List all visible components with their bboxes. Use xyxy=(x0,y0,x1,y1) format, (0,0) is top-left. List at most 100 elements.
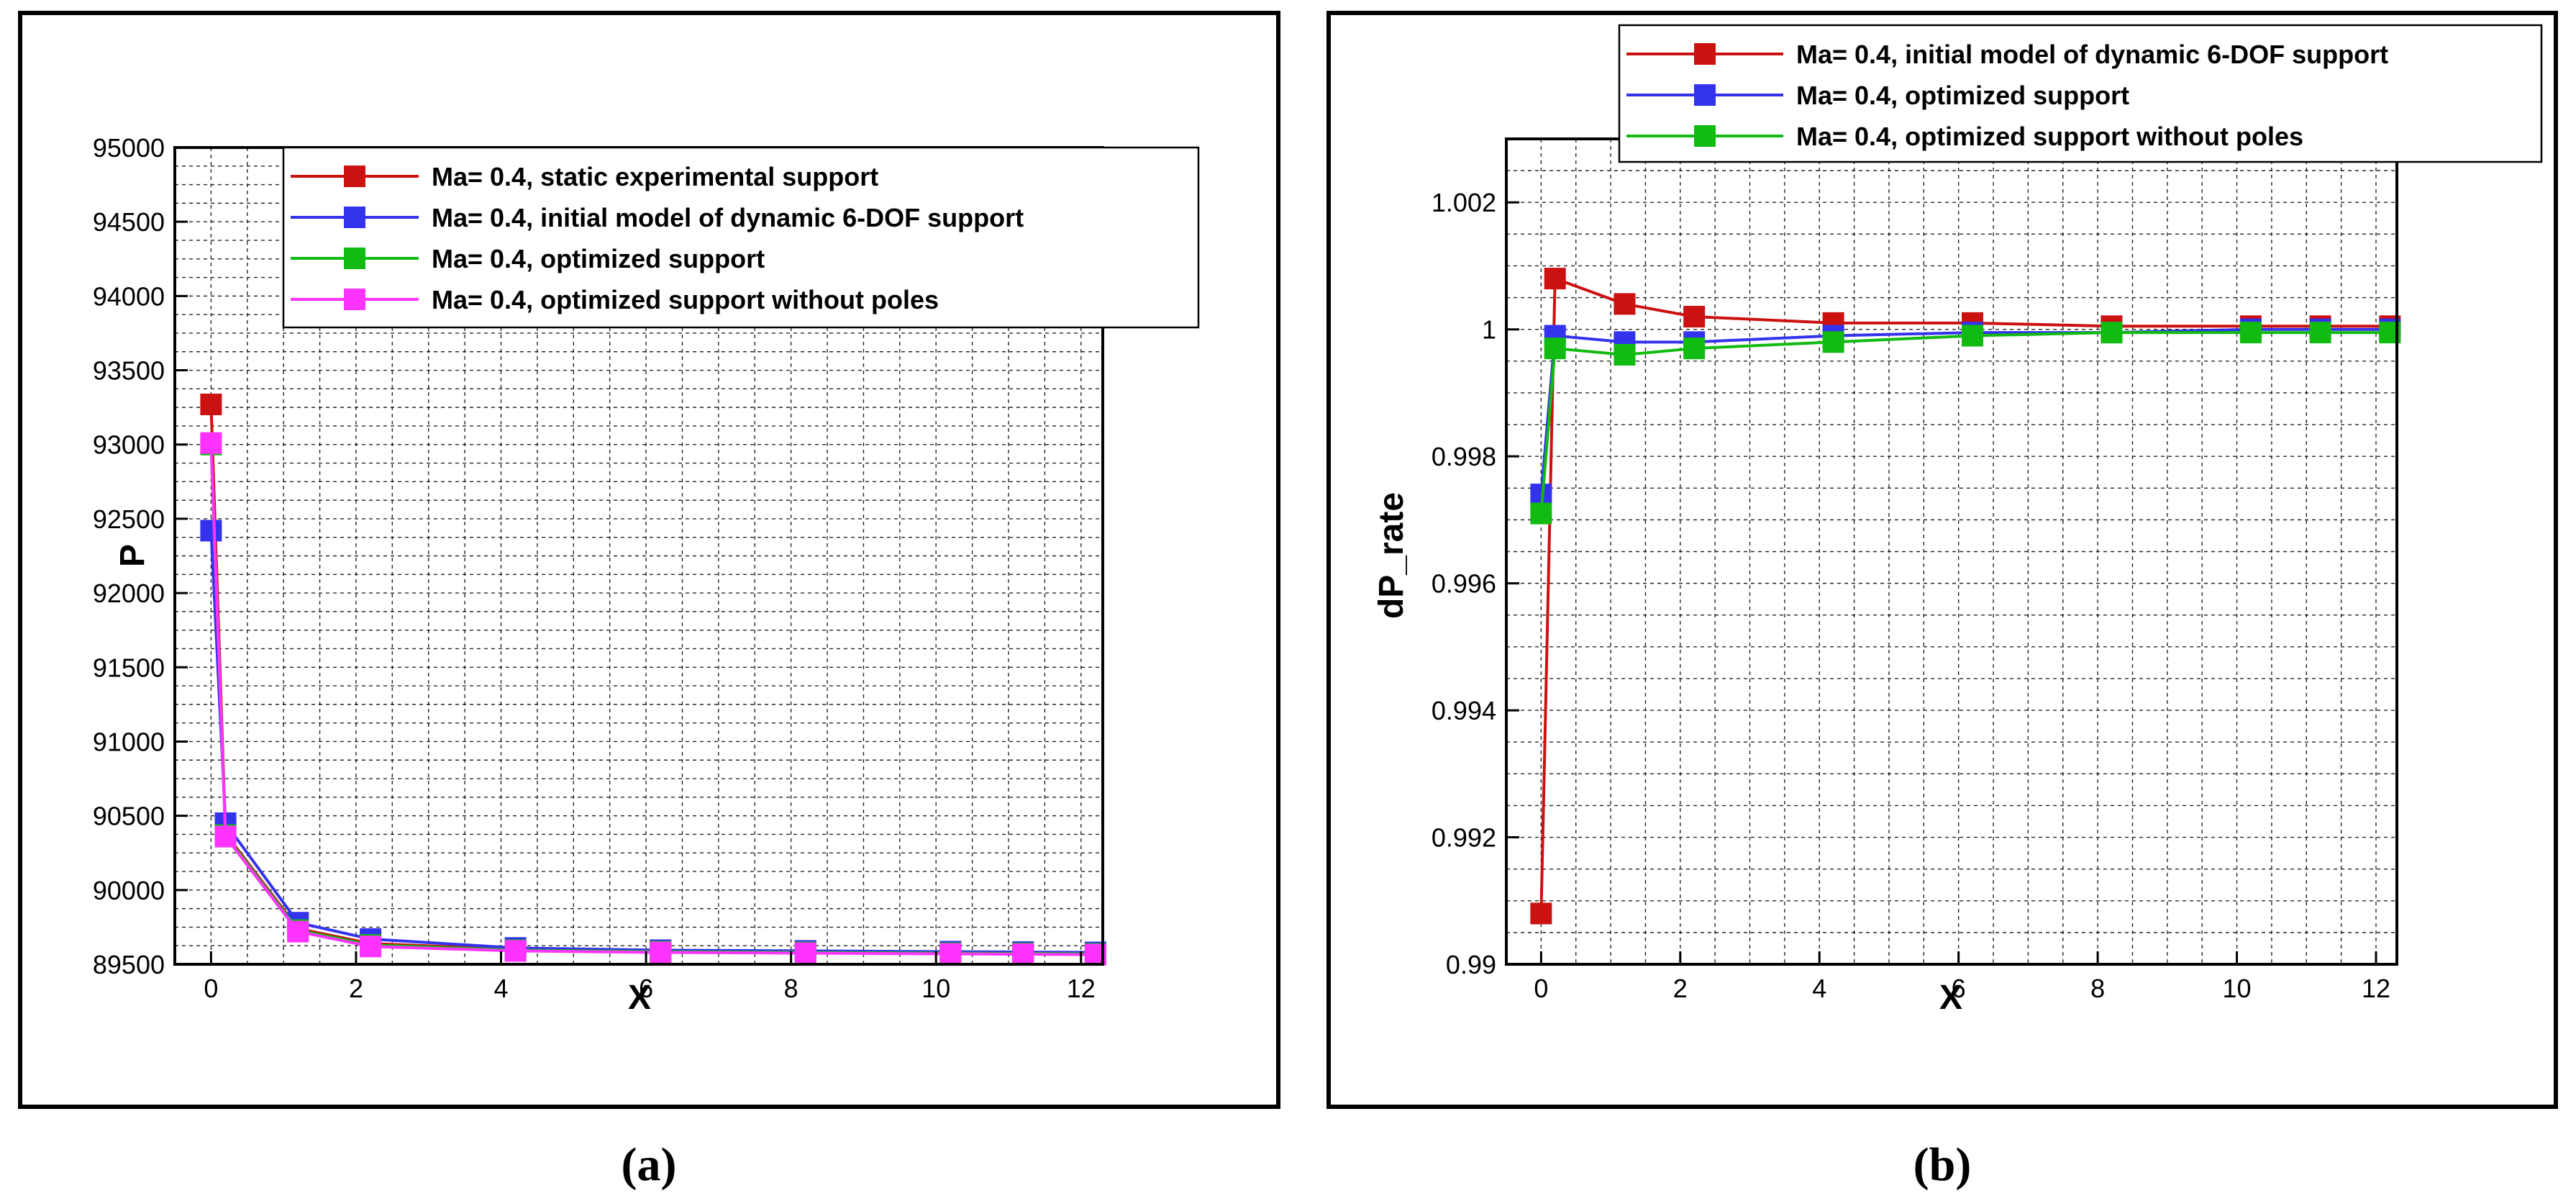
data-point xyxy=(214,825,237,848)
data-point xyxy=(650,941,672,964)
data-point xyxy=(939,943,962,965)
y-tick-label: 93500 xyxy=(93,356,165,386)
data-point xyxy=(2309,322,2331,344)
y-tick-label: 92000 xyxy=(93,579,165,608)
panel-b-series xyxy=(1530,268,2401,925)
y-tick-label: 89500 xyxy=(93,950,165,979)
data-point xyxy=(1530,502,1552,525)
y-tick-label: 92500 xyxy=(93,504,165,534)
panel-b-x-label: X xyxy=(1939,979,1962,1017)
x-tick-label: 4 xyxy=(1812,974,1826,1003)
legend-swatch-marker xyxy=(1694,43,1716,65)
panel-b-grid xyxy=(1506,138,2397,965)
panel-a-y-ticks: 89500 90000 90500 91000 91500 92000 92500 93000… xyxy=(93,133,188,979)
legend-swatch-marker xyxy=(1694,84,1716,106)
data-point xyxy=(1544,268,1566,290)
panel-b-x-ticks: 0 2 4 6 8 10 12 xyxy=(1534,951,2390,1003)
data-point xyxy=(1822,331,1844,353)
data-point xyxy=(1544,337,1566,360)
x-tick-label: 12 xyxy=(1067,974,1096,1003)
panel-a-x-label: X xyxy=(628,979,651,1017)
series-line xyxy=(209,443,1096,956)
y-tick-label: 91000 xyxy=(93,727,165,756)
legend-swatch-marker xyxy=(344,207,365,228)
y-tick-label: 93000 xyxy=(93,430,165,460)
x-tick-label: 10 xyxy=(2223,974,2252,1003)
y-tick-label: 0.996 xyxy=(1432,569,1496,599)
legend-swatch-marker xyxy=(344,289,365,310)
legend-label: Ma= 0.4, optimized support xyxy=(432,244,765,273)
x-tick-label: 8 xyxy=(784,974,798,1003)
series-line xyxy=(1539,331,2390,514)
panel-b: 0 2 4 6 8 10 12 0.99 0.992 0.994 0.996 0.998 1 1.002… xyxy=(1326,11,2558,1191)
panel-a-x-ticks: 0 2 4 6 8 10 12 xyxy=(204,951,1096,1003)
legend-box xyxy=(282,146,1200,329)
panel-a-legend: Ma= 0.4, static experimental support Ma= … xyxy=(282,146,1200,329)
panel-b-frame xyxy=(1326,11,2558,1109)
y-tick-label: 90000 xyxy=(93,876,165,905)
legend-swatch-marker xyxy=(1694,125,1716,147)
data-point xyxy=(200,432,222,454)
data-point xyxy=(1683,337,1706,360)
y-tick-label: 95000 xyxy=(93,133,165,163)
panel-b-y-label: dP_rate xyxy=(1373,492,1411,619)
data-point xyxy=(287,920,309,943)
data-point xyxy=(794,942,816,964)
legend-entry: Ma= 0.4, optimized support xyxy=(291,244,765,273)
legend-label: Ma= 0.4, optimized support without poles xyxy=(1796,122,2303,151)
x-tick-label: 0 xyxy=(204,974,218,1003)
x-tick-label: 8 xyxy=(2090,974,2105,1003)
x-tick-label: 0 xyxy=(1534,974,1548,1003)
legend-entry: Ma= 0.4, optimized support without poles xyxy=(1626,122,2303,151)
data-point xyxy=(360,935,382,958)
data-point xyxy=(2101,322,2123,344)
legend-entry: Ma= 0.4, optimized support without poles xyxy=(291,285,939,314)
x-tick-label: 6 xyxy=(1952,974,1966,1003)
legend-swatch-marker xyxy=(344,248,365,269)
data-point xyxy=(2239,322,2262,344)
legend-entry: Ma= 0.4, static experimental support xyxy=(291,162,878,191)
data-point xyxy=(1012,943,1034,965)
y-tick-label: 94000 xyxy=(93,281,165,311)
data-point xyxy=(1614,293,1636,315)
x-tick-label: 6 xyxy=(639,974,653,1003)
legend-entry: Ma= 0.4, initial model of dynamic 6-DOF … xyxy=(291,203,1024,232)
legend-label: Ma= 0.4, initial model of dynamic 6-DOF … xyxy=(1796,40,2388,69)
y-tick-label: 1.002 xyxy=(1432,188,1496,217)
x-tick-label: 10 xyxy=(921,974,950,1003)
data-point xyxy=(504,940,527,962)
y-tick-label: 90500 xyxy=(93,802,165,831)
data-point xyxy=(1683,306,1706,328)
panel-b-y-ticks: 0.99 0.992 0.994 0.996 0.998 1 1.002 xyxy=(1432,188,1519,979)
data-point xyxy=(1614,343,1636,366)
legend-swatch-marker xyxy=(344,166,365,187)
panel-b-caption: (b) xyxy=(1913,1138,1972,1191)
data-point xyxy=(200,520,222,542)
series-3 xyxy=(1530,322,2401,525)
series-line xyxy=(1539,327,2390,495)
legend-label: Ma= 0.4, optimized support xyxy=(1796,81,2129,110)
series-4 xyxy=(200,432,1106,966)
panel-a: 0 2 4 6 8 10 12 89500 90000 90500 91000 91500 92000… xyxy=(18,11,1280,1191)
legend-label: Ma= 0.4, static experimental support xyxy=(432,162,878,191)
x-tick-label: 2 xyxy=(349,974,363,1003)
series-line xyxy=(1539,276,2390,914)
y-tick-label: 1 xyxy=(1482,315,1496,345)
legend-entry: Ma= 0.4, initial model of dynamic 6-DOF … xyxy=(1626,40,2388,69)
y-tick-label: 0.992 xyxy=(1432,823,1496,853)
legend-entry: Ma= 0.4, optimized support xyxy=(1626,81,2129,110)
y-tick-label: 0.99 xyxy=(1446,950,1496,979)
x-tick-label: 12 xyxy=(2362,974,2390,1003)
panel-b-legend: Ma= 0.4, initial model of dynamic 6-DOF … xyxy=(1618,24,2543,163)
y-tick-label: 0.998 xyxy=(1432,442,1496,471)
data-point xyxy=(1962,325,1984,347)
panel-a-caption: (a) xyxy=(622,1138,677,1191)
data-point xyxy=(200,394,222,416)
x-tick-label: 4 xyxy=(494,974,509,1003)
legend-label: Ma= 0.4, optimized support without poles xyxy=(432,285,939,314)
y-tick-label: 0.994 xyxy=(1432,696,1496,725)
y-tick-label: 91500 xyxy=(93,653,165,682)
x-tick-label: 2 xyxy=(1673,974,1688,1003)
legend-label: Ma= 0.4, initial model of dynamic 6-DOF … xyxy=(432,203,1024,232)
